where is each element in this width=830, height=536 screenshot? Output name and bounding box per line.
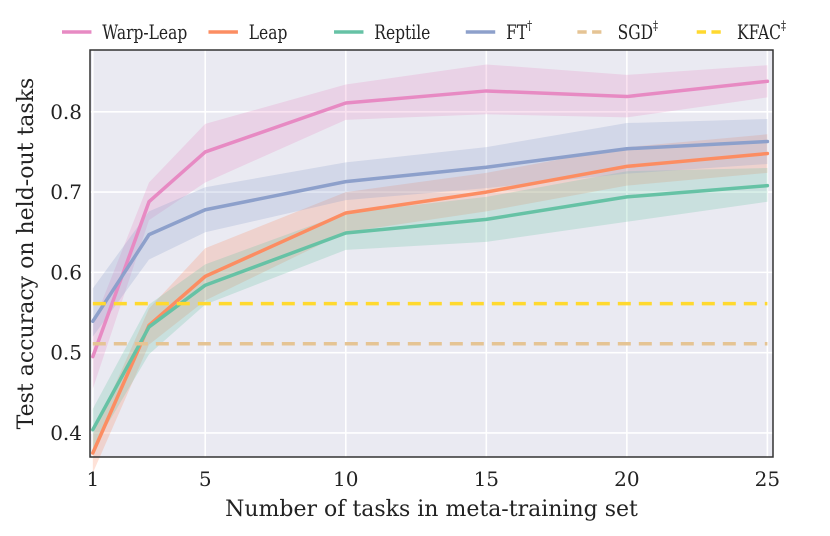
y-axis-ticks: 0.4 0.5 0.6 0.7 0.8 xyxy=(50,100,82,445)
legend-item-reptile: Reptile xyxy=(334,21,430,45)
x-tick-label: 25 xyxy=(755,467,780,491)
ft-line xyxy=(91,139,770,324)
legend-label: SGD‡ xyxy=(618,18,659,45)
x-tick-label: 1 xyxy=(86,467,99,491)
x-axis-ticks: 1 5 10 15 20 25 xyxy=(86,467,780,491)
x-axis-label: Number of tasks in meta-training set xyxy=(225,497,638,522)
legend-superscript: ‡ xyxy=(781,18,786,34)
legend-label: KFAC‡ xyxy=(737,18,786,45)
plot-frame xyxy=(89,49,774,458)
y-tick-label: 0.4 xyxy=(50,421,82,445)
x-tick-label: 10 xyxy=(333,467,358,491)
legend-item-warp-leap: Warp-Leap xyxy=(61,21,187,45)
y-tick-label: 0.7 xyxy=(50,180,82,204)
warp-leap-band xyxy=(92,64,768,389)
y-tick-label: 0.6 xyxy=(50,260,82,284)
y-axis-label: Test accuracy on held-out tasks xyxy=(14,78,39,430)
legend-item-ft: FT† xyxy=(465,18,532,45)
series-lines xyxy=(91,79,770,455)
legend-label: Leap xyxy=(249,21,288,44)
legend-label: Reptile xyxy=(374,21,430,44)
reptile-line xyxy=(91,183,770,432)
legend-superscript: † xyxy=(527,18,532,34)
plot-area xyxy=(90,50,773,457)
y-tick-label: 0.5 xyxy=(50,341,82,365)
legend-label: FT† xyxy=(506,18,532,45)
legend: Warp-Leap Leap Reptile FT† SGD‡ KFAC‡ xyxy=(61,18,786,45)
grid xyxy=(90,50,773,457)
x-tick-label: 20 xyxy=(614,467,639,491)
ft-band xyxy=(92,119,768,337)
y-tick-label: 0.8 xyxy=(50,100,82,124)
legend-superscript: ‡ xyxy=(653,18,658,34)
legend-item-leap: Leap xyxy=(208,21,288,45)
legend-item-kfac: KFAC‡ xyxy=(696,18,786,45)
x-tick-label: 15 xyxy=(474,467,499,491)
x-tick-label: 5 xyxy=(199,467,212,491)
legend-item-sgd: SGD‡ xyxy=(577,18,658,45)
legend-label: Warp-Leap xyxy=(102,21,187,44)
warp-leap-line xyxy=(91,79,770,359)
